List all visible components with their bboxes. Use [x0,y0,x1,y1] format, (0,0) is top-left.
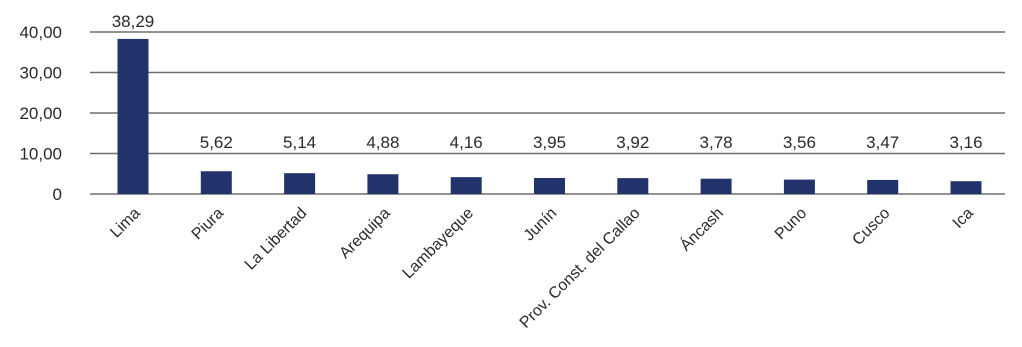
y-tick-label: 10,00 [19,145,62,164]
category-label-1: Piura [189,205,228,244]
category-label-0: Lima [107,205,144,242]
category-label-10: Ica [950,205,977,232]
y-axis-tick-labels: 0 10,00 20,00 30,00 40,00 [19,23,62,204]
category-label-7: Áncash [676,203,727,254]
bar-0 [117,38,149,194]
category-label-2: La Libertad [242,205,311,274]
category-labels: Lima Piura La Libertad Arequipa Lambayeque Ju… [107,203,977,331]
bar-4 [450,177,482,194]
category-label-9: Cusco [849,205,893,249]
y-tick-label: 30,00 [19,64,62,83]
category-label-8: Puno [772,205,811,244]
data-label-3: 4,88 [366,133,399,152]
data-label-10: 3,16 [949,133,982,152]
data-labels: 38,29 5,62 5,14 4,88 4,16 3,95 3,92 3,78 3,56 3,4… [112,12,983,152]
bar-8 [783,179,815,194]
bar-6 [617,178,649,194]
category-label-5: Junín [521,205,561,245]
gridlines [90,31,1005,195]
y-tick-label: 0 [53,185,62,204]
data-label-1: 5,62 [200,133,233,152]
bars [117,38,982,194]
data-label-2: 5,14 [283,133,316,152]
bar-5 [534,178,565,194]
bar-3 [367,174,399,194]
bar-10 [950,181,982,194]
bar-9 [867,179,899,194]
data-label-8: 3,56 [783,133,816,152]
data-label-7: 3,78 [700,133,733,152]
category-label-4: Lambayeque [400,205,478,283]
y-tick-label: 40,00 [19,23,62,42]
data-label-6: 3,92 [616,133,649,152]
data-label-4: 4,16 [450,133,483,152]
y-tick-label: 20,00 [19,104,62,123]
bar-7 [700,178,732,194]
bar-1 [200,171,232,194]
category-label-3: Arequipa [336,205,393,262]
data-label-0: 38,29 [112,12,155,31]
data-label-9: 3,47 [866,133,899,152]
bar-2 [284,173,316,194]
data-label-5: 3,95 [533,133,566,152]
